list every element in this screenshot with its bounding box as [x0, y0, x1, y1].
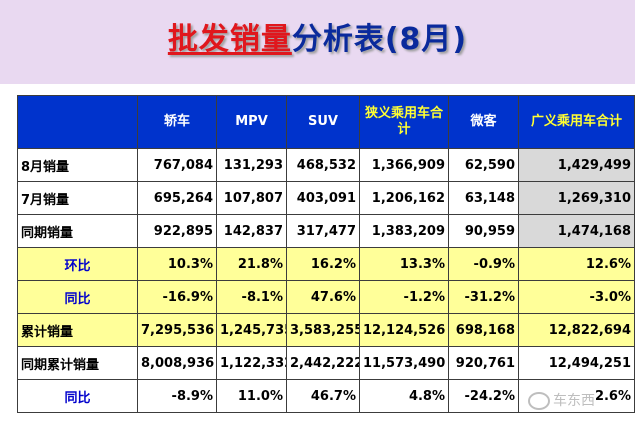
table-cell: 1,366,909 — [359, 148, 449, 182]
table-cell: 12,822,694 — [518, 313, 635, 347]
table-row: 同期累计销量 8,008,936 1,122,332 2,442,222 11,573,… — [17, 346, 635, 380]
table-cell: 131,293 — [216, 148, 287, 182]
row-label: 同期销量 — [17, 214, 138, 248]
header-suv: SUV — [286, 95, 360, 149]
table-cell: 695,264 — [137, 181, 217, 215]
row-label: 8月销量 — [17, 148, 138, 182]
table-cell: 1,206,162 — [359, 181, 449, 215]
table-row: 7月销量 695,264 107,807 403,091 1,206,162 63,148… — [17, 181, 635, 215]
table-cell: 46.7% — [286, 379, 360, 413]
table-cell: 2,442,222 — [286, 346, 360, 380]
table-cell: 1,474,168 — [518, 214, 635, 248]
sales-table: 轿车 MPV SUV 狭义乘用车合计 微客 广义乘用车合计 8月销量 767,08… — [17, 95, 635, 413]
table-cell: -8.1% — [216, 280, 287, 314]
table-cell: 4.8% — [359, 379, 449, 413]
table-cell: 63,148 — [448, 181, 519, 215]
table-cell: 317,477 — [286, 214, 360, 248]
table-cell: -8.9% — [137, 379, 217, 413]
row-label: 同比 — [17, 379, 138, 413]
table-cell: 1,269,310 — [518, 181, 635, 215]
table-row: 同期销量 922,895 142,837 317,477 1,383,209 90,959… — [17, 214, 635, 248]
table-cell: 62,590 — [448, 148, 519, 182]
table-cell: -0.9% — [448, 247, 519, 281]
table-row: 累计销量 7,295,536 1,245,735 3,583,255 12,124,52… — [17, 313, 635, 347]
table-cell: 1,245,735 — [216, 313, 287, 347]
row-label: 同比 — [17, 280, 138, 314]
header-corner — [17, 95, 138, 149]
header-broad-total: 广义乘用车合计 — [518, 95, 635, 149]
table-cell: 922,895 — [137, 214, 217, 248]
table-cell: 920,761 — [448, 346, 519, 380]
title-band — [0, 0, 635, 84]
table-cell: 8,008,936 — [137, 346, 217, 380]
header-narrow-total: 狭义乘用车合计 — [359, 95, 449, 149]
page-title: 批发销量分析表(8月) — [0, 14, 635, 58]
wechat-icon — [528, 392, 550, 410]
table-cell: 12,124,526 — [359, 313, 449, 347]
table-cell: -3.0% — [518, 280, 635, 314]
row-label: 7月销量 — [17, 181, 138, 215]
table-row: 环比 10.3% 21.8% 16.2% 13.3% -0.9% 12.6% — [17, 247, 635, 281]
table-cell: 12,494,251 — [518, 346, 635, 380]
table-cell: 12.6% — [518, 247, 635, 281]
table-cell: -24.2% — [448, 379, 519, 413]
row-label: 同期累计销量 — [17, 346, 138, 380]
table-cell: -31.2% — [448, 280, 519, 314]
table-row: 8月销量 767,084 131,293 468,532 1,366,909 62,590… — [17, 148, 635, 182]
title-highlight: 批发销量 — [167, 22, 292, 57]
title-rest: 分析表(8月) — [291, 22, 468, 57]
header-minivan: 微客 — [448, 95, 519, 149]
watermark: 车东西 — [528, 388, 628, 414]
table-cell: 7,295,536 — [137, 313, 217, 347]
table-row: 同比 -8.9% 11.0% 46.7% 4.8% -24.2% 2.6% — [17, 379, 635, 413]
table-cell: 1,383,209 — [359, 214, 449, 248]
table-cell: 11,573,490 — [359, 346, 449, 380]
table-cell: 3,583,255 — [286, 313, 360, 347]
table-cell: -16.9% — [137, 280, 217, 314]
table-cell: 1,122,332 — [216, 346, 287, 380]
table-cell: 13.3% — [359, 247, 449, 281]
table-cell: 11.0% — [216, 379, 287, 413]
table-row: 同比 -16.9% -8.1% 47.6% -1.2% -31.2% -3.0% — [17, 280, 635, 314]
table-cell: 403,091 — [286, 181, 360, 215]
table-cell: 1,429,499 — [518, 148, 635, 182]
table-cell: 767,084 — [137, 148, 217, 182]
table-cell: 468,532 — [286, 148, 360, 182]
table-cell: 16.2% — [286, 247, 360, 281]
table-cell: -1.2% — [359, 280, 449, 314]
table-cell: 10.3% — [137, 247, 217, 281]
table-cell: 21.8% — [216, 247, 287, 281]
watermark-text: 车东西 — [553, 393, 595, 409]
header-sedan: 轿车 — [137, 95, 217, 149]
header-row: 轿车 MPV SUV 狭义乘用车合计 微客 广义乘用车合计 — [17, 95, 635, 149]
row-label: 环比 — [17, 247, 138, 281]
row-label: 累计销量 — [17, 313, 138, 347]
table-cell: 698,168 — [448, 313, 519, 347]
table-cell: 142,837 — [216, 214, 287, 248]
table-cell: 47.6% — [286, 280, 360, 314]
table-cell: 90,959 — [448, 214, 519, 248]
header-mpv: MPV — [216, 95, 287, 149]
table-cell: 107,807 — [216, 181, 287, 215]
